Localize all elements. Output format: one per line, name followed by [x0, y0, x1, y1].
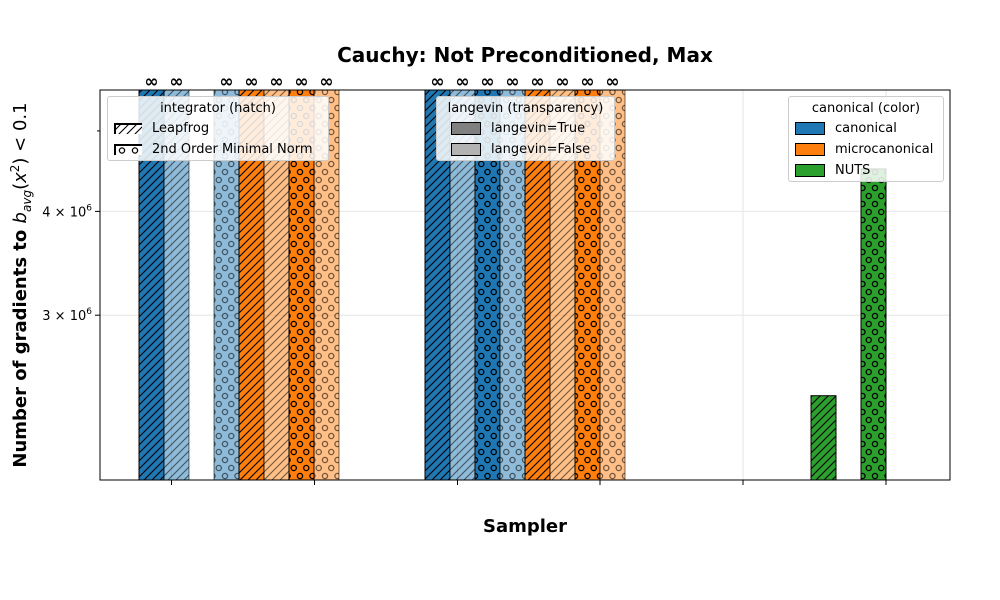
infinity-label: ∞ — [455, 72, 469, 92]
swatch-canonical — [795, 122, 825, 135]
swatch-microcanonical — [795, 143, 825, 156]
hatch-diagonal-icon — [114, 123, 142, 134]
axis-ticks: 3 × 106 4 × 106 — [42, 130, 887, 485]
infinity-label: ∞ — [219, 72, 233, 92]
legend-item-microcanonical: microcanonical — [789, 139, 943, 160]
legend-integrator: integrator (hatch) Leapfrog 2nd Order Mi… — [107, 96, 329, 161]
legend-label: canonical — [835, 121, 897, 136]
infinity-label: ∞ — [294, 72, 308, 92]
legend-integrator-title: integrator (hatch) — [160, 101, 276, 116]
y-tick-label: 4 × 106 — [42, 203, 92, 220]
infinity-label: ∞ — [244, 72, 258, 92]
infinity-label: ∞ — [169, 72, 183, 92]
infinity-label: ∞ — [580, 72, 594, 92]
infinity-label: ∞ — [269, 72, 283, 92]
x-axis-label: Sampler — [483, 516, 567, 537]
legend-label: langevin=False — [491, 142, 591, 157]
legend-label: NUTS — [835, 163, 871, 178]
infinity-label: ∞ — [505, 72, 519, 92]
infinity-label: ∞ — [144, 72, 158, 92]
infinity-label: ∞ — [605, 72, 619, 92]
infinity-label: ∞ — [319, 72, 333, 92]
plot-frame — [99, 89, 951, 481]
legend-item-minimal-norm: 2nd Order Minimal Norm — [108, 139, 328, 160]
infinity-label: ∞ — [430, 72, 444, 92]
y-tick-label: 3 × 106 — [42, 307, 92, 324]
legend-item-langevin-true: langevin=True — [437, 118, 614, 139]
infinity-labels: ∞ ∞ ∞ ∞ ∞ ∞ ∞ ∞ ∞ ∞ ∞ ∞ ∞ ∞ ∞ — [144, 72, 619, 92]
legend-item-canonical: canonical — [789, 118, 943, 139]
chart-title: Cauchy: Not Preconditioned, Max — [337, 43, 713, 67]
legend-langevin-title: langevin (transparency) — [447, 101, 604, 116]
infinity-label: ∞ — [555, 72, 569, 92]
legend-label: langevin=True — [491, 121, 586, 136]
bar — [810, 395, 837, 481]
legend-item-nuts: NUTS — [789, 160, 943, 181]
hatch-circles-icon — [114, 144, 142, 155]
swatch-langevin-false — [451, 143, 481, 156]
legend-canonical-title: canonical (color) — [811, 101, 921, 116]
swatch-langevin-true — [451, 122, 481, 135]
legend-langevin: langevin (transparency) langevin=True la… — [436, 96, 615, 161]
y-axis-label-text: Number of gradients to bavg(x2) < 0.1 — [8, 102, 34, 467]
legend-canonical: canonical (color) canonical microcanonic… — [788, 96, 944, 182]
legend-item-langevin-false: langevin=False — [437, 139, 614, 160]
legend-item-leapfrog: Leapfrog — [108, 118, 328, 139]
infinity-label: ∞ — [480, 72, 494, 92]
legend-label: microcanonical — [835, 142, 934, 157]
y-axis-label: Number of gradients to bavg(x2) < 0.1 — [8, 102, 34, 467]
infinity-label: ∞ — [530, 72, 544, 92]
legend-label: 2nd Order Minimal Norm — [152, 142, 313, 157]
swatch-nuts — [795, 164, 825, 177]
bar — [860, 168, 887, 481]
legend-label: Leapfrog — [152, 121, 210, 136]
